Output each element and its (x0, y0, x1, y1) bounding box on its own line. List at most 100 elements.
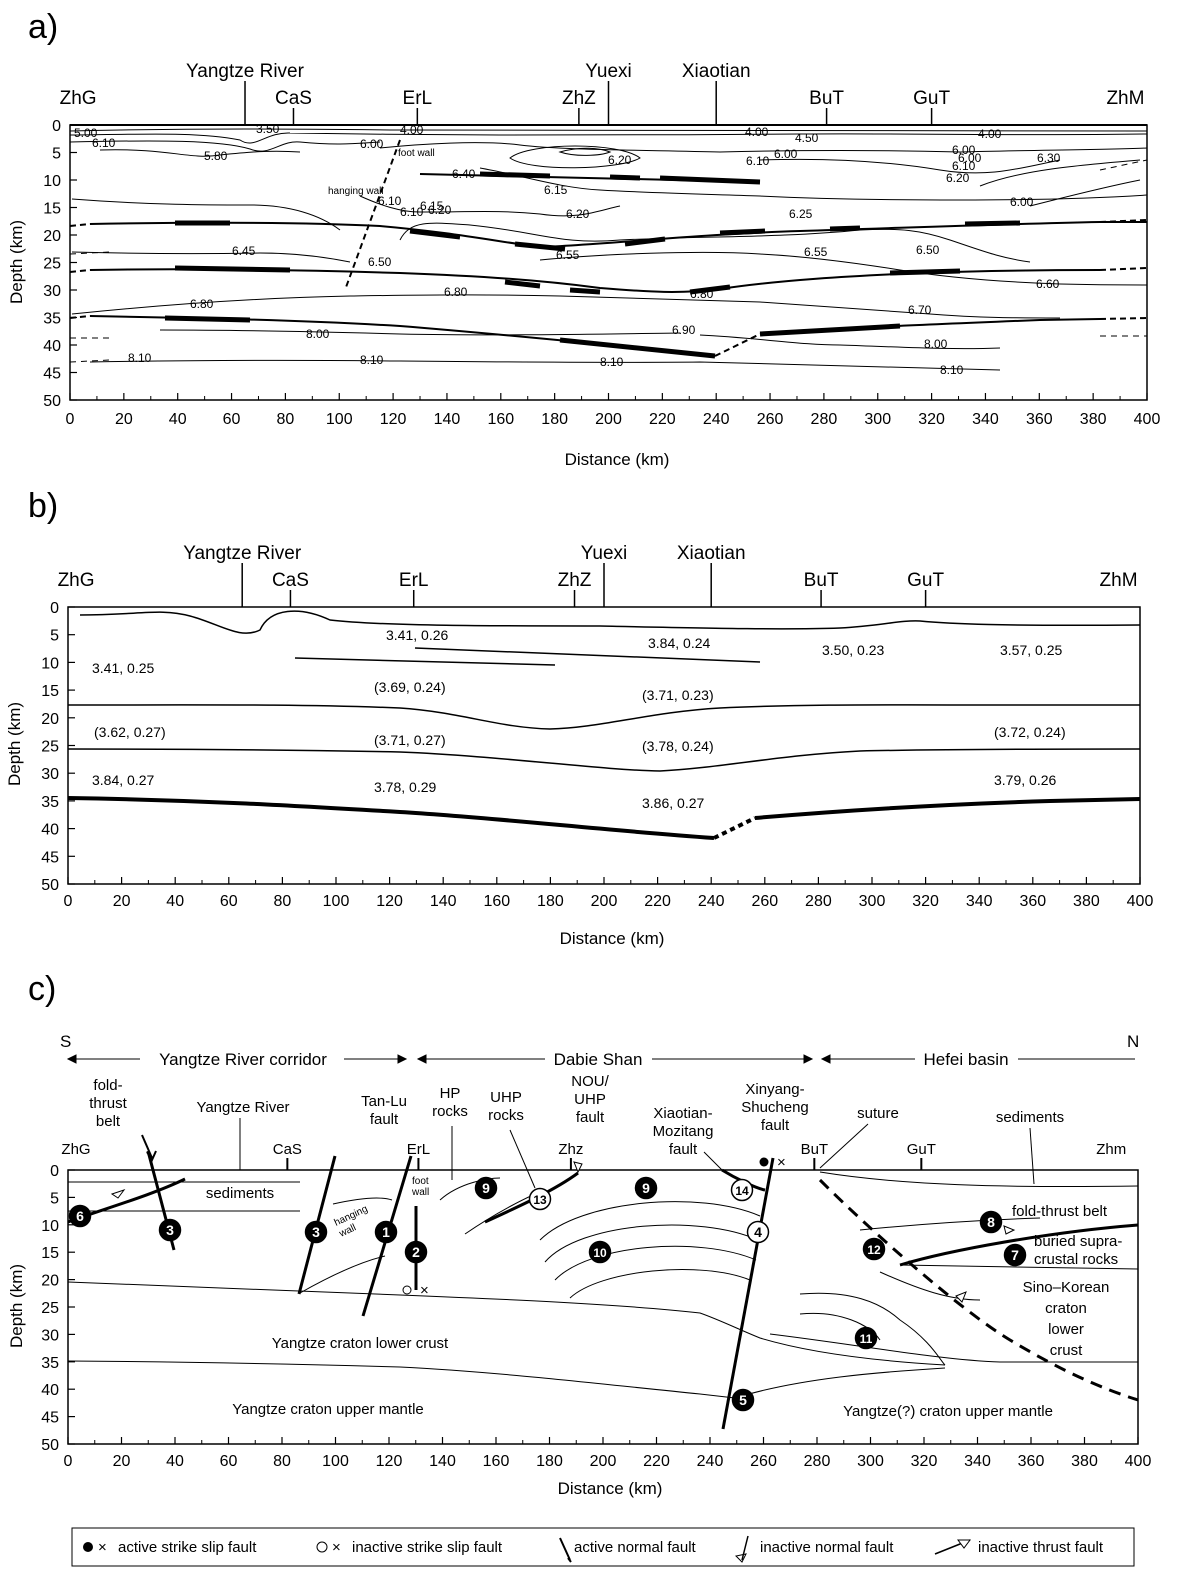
location-label: ZhG (61, 1141, 90, 1158)
numbered-marker (746, 1220, 770, 1244)
numbered-marker-label: 11 (860, 1332, 873, 1346)
x-tick-label: 300 (859, 893, 886, 910)
x-tick-label: 180 (541, 411, 568, 428)
x-tick-label: 340 (972, 411, 999, 428)
y-tick-label: 5 (50, 628, 59, 645)
x-tick-label: 280 (804, 1453, 831, 1470)
numbered-marker (528, 1187, 552, 1211)
x-tick-label: 240 (698, 893, 725, 910)
x-tick-label: 380 (1071, 1453, 1098, 1470)
legend-item-3: active normal fault (574, 1539, 697, 1556)
panel-a-location-markers: ZhG CaS ErL ZhZ BuT GuT ZhM Yangtze River Yuexi X… (60, 61, 1144, 125)
panel-b-location-markers: ZhG CaS ErL ZhZ BuT GuT ZhM Yangtze River Yuexi X… (58, 543, 1138, 607)
y-tick-label: 35 (41, 794, 59, 811)
y-tick-label: 0 (50, 600, 59, 617)
contour-label: 6.20 (946, 171, 970, 185)
panel-c-xlabel: Distance (km) (558, 1479, 663, 1498)
numbered-marker-label: 9 (642, 1180, 650, 1196)
x-tick-label: 200 (595, 411, 622, 428)
x-tick-label: 140 (434, 411, 461, 428)
contour-label: 6.20 (428, 203, 452, 217)
contour-label: 6.20 (608, 153, 632, 167)
thrust-arrow-icon (1003, 1225, 1016, 1235)
panel-c-hefei: Hefei basin (923, 1050, 1008, 1069)
x-tick-label: 160 (483, 893, 510, 910)
panel-a-foot-wall: foot wall (398, 148, 435, 159)
leader-line (703, 1151, 723, 1171)
legend-item-2: inactive strike slip fault (352, 1539, 503, 1556)
x-tick-label: 20 (113, 893, 131, 910)
contour-label: 6.00 (774, 147, 798, 161)
contour-label: 6.20 (566, 207, 590, 221)
contour-label: 6.70 (908, 303, 932, 317)
location-label: ErL (403, 88, 433, 109)
contour-label: 6.80 (690, 287, 714, 301)
panel-a-contour-labels: 5.00 3.50 4.00 4.00 4.50 4.006.10 6.00 6.005.80… (74, 122, 1061, 377)
location-label: ZhG (58, 570, 95, 591)
panel-a-contours (69, 128, 1148, 371)
x-tick-label: 400 (1127, 893, 1154, 910)
inactive-normal-fault-icon (741, 1535, 749, 1561)
x-tick-label: 280 (811, 411, 838, 428)
tan-lu-fault-label: Tan-Lu fault (361, 1093, 407, 1128)
numbered-marker-label: 6 (76, 1208, 84, 1224)
contour-label: 6.40 (452, 167, 476, 181)
contour-label: 6.30 (1037, 151, 1061, 165)
y-tick-label: 45 (43, 366, 61, 383)
panel-c-corridor: Yangtze River corridor (159, 1050, 327, 1069)
numbered-marker-label: 1 (382, 1224, 390, 1240)
x-tick-label: 120 (376, 1453, 403, 1470)
location-label: ErL (407, 1141, 430, 1158)
strike-slip-cross: × (420, 1282, 429, 1299)
contour-label: 6.25 (789, 207, 813, 221)
location-label: Zhm (1096, 1141, 1126, 1158)
x-tick-label: 320 (912, 893, 939, 910)
x-tick-label: 300 (857, 1453, 884, 1470)
location-label: ZhM (1100, 570, 1138, 591)
thrust-arrow-icon (955, 1291, 967, 1303)
x-tick-label: 220 (644, 893, 671, 910)
panel-c-structures (67, 1171, 1139, 1399)
x-tick-label: 180 (536, 1453, 563, 1470)
contour-label: 3.50 (256, 122, 280, 136)
x-tick-label: 240 (697, 1453, 724, 1470)
x-tick-label: 0 (64, 893, 73, 910)
y-tick-label: 50 (43, 393, 61, 410)
y-tick-label: 15 (41, 1245, 59, 1262)
location-label: BuT (809, 88, 844, 109)
contour-label: 4.00 (400, 123, 424, 137)
x-tick-label: 140 (430, 893, 457, 910)
x-tick-label: 20 (115, 411, 133, 428)
numbered-marker (979, 1210, 1003, 1234)
sediments-south-label: sediments (206, 1185, 274, 1202)
x-tick-label: 200 (590, 1453, 617, 1470)
x-tick-label: 100 (323, 893, 350, 910)
y-tick-label: 40 (41, 822, 59, 839)
panel-a-xlabel: Distance (km) (565, 450, 670, 469)
panel-a-reflectors (164, 171, 1021, 359)
y-tick-label: 45 (41, 1410, 59, 1427)
buried-supracrustal-label: buried supra-crustal rocks (1034, 1233, 1122, 1268)
y-tick-label: 40 (41, 1382, 59, 1399)
lower-crust-label: Yangtze craton lower crust (272, 1335, 449, 1352)
panel-a-dashed-interfaces (69, 139, 1148, 357)
layer-value: 3.41, 0.26 (386, 627, 448, 643)
numbered-marker-label: 13 (533, 1193, 547, 1207)
y-tick-label: 40 (43, 338, 61, 355)
numbered-marker (731, 1388, 755, 1412)
location-label: Yuexi (585, 61, 631, 82)
x-tick-label: 0 (66, 411, 75, 428)
numbered-marker (862, 1237, 886, 1261)
layer-value: 3.57, 0.25 (1000, 642, 1062, 658)
contour-label: 8.00 (306, 327, 330, 341)
x-tick-label: 100 (322, 1453, 349, 1470)
location-label: Zhz (558, 1141, 583, 1158)
layer-value: 3.79, 0.26 (994, 772, 1056, 788)
x-tick-label: 260 (757, 411, 784, 428)
yangtze-river-label: Yangtze River (196, 1099, 289, 1116)
active-strike-slip-icon (83, 1542, 93, 1552)
location-label: CaS (272, 570, 309, 591)
hanging-wall-label: hangingwall (332, 1204, 375, 1240)
leader-line (509, 1129, 536, 1189)
